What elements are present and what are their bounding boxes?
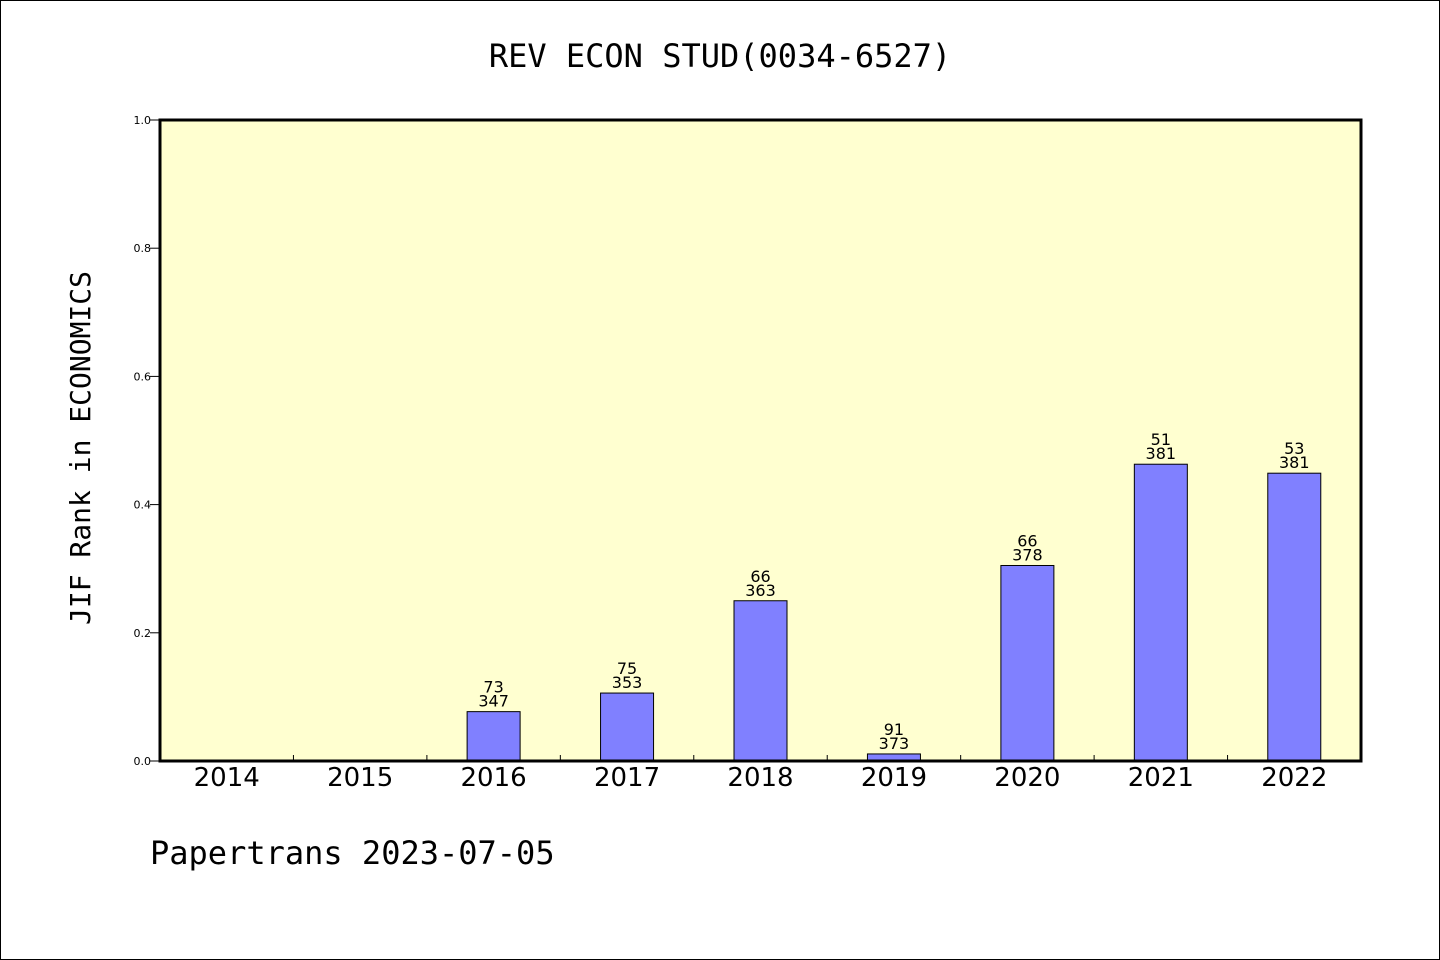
y-axis: 0.0 0.2 0.4 0.6 0.8 1.0 — [134, 114, 160, 768]
y-tick-label: 0.8 — [134, 242, 152, 255]
bar-series — [466, 463, 1322, 762]
bar-total-label: 373 — [879, 734, 910, 753]
x-tick-label: 2021 — [1128, 763, 1194, 793]
bar-total-label: 381 — [1146, 444, 1177, 463]
bar-total-label: 353 — [612, 673, 643, 692]
bar — [733, 600, 788, 762]
x-axis: 2014 2015 2016 2017 2018 2019 2020 2021 2022 — [194, 755, 1327, 793]
bar — [600, 692, 655, 762]
bar-rank-label: 51 — [1151, 430, 1171, 449]
plot-border — [158, 118, 1363, 763]
x-tick-label: 2022 — [1261, 763, 1327, 793]
x-tick-label: 2016 — [461, 763, 527, 793]
x-tick-label: 2017 — [594, 763, 660, 793]
bar-total-label: 363 — [745, 581, 776, 600]
y-tick-label: 0.2 — [134, 627, 152, 640]
bar — [466, 711, 521, 762]
bar-total-label: 378 — [1012, 545, 1043, 564]
bar-rank-label: 53 — [1284, 439, 1304, 458]
bar — [1267, 472, 1322, 762]
y-tick-label: 1.0 — [134, 114, 152, 127]
y-tick-label: 0.0 — [134, 755, 152, 768]
y-tick-label: 0.6 — [134, 370, 152, 383]
bar-rank-label: 66 — [750, 567, 770, 586]
footer-credit: Papertrans 2023-07-05 — [150, 834, 555, 872]
bar-rank-label: 73 — [483, 678, 503, 697]
x-tick-label: 2018 — [727, 763, 793, 793]
bar-rank-label: 66 — [1017, 531, 1037, 550]
x-tick-label: 2014 — [194, 763, 260, 793]
y-tick-label: 0.4 — [134, 499, 152, 512]
x-tick-label: 2019 — [861, 763, 927, 793]
bar — [1000, 564, 1055, 762]
x-tick-label: 2020 — [994, 763, 1060, 793]
bar-total-label: 347 — [478, 692, 509, 711]
bar-rank-label: 75 — [617, 659, 637, 678]
bar-rank-label: 91 — [884, 720, 904, 739]
x-tick-label: 2015 — [327, 763, 393, 793]
chart-title: REV ECON STUD(0034-6527) — [489, 37, 951, 75]
y-axis-label: JIF Rank in ECONOMICS — [64, 271, 97, 625]
bar-total-label: 381 — [1279, 453, 1310, 472]
bar — [1133, 463, 1188, 762]
